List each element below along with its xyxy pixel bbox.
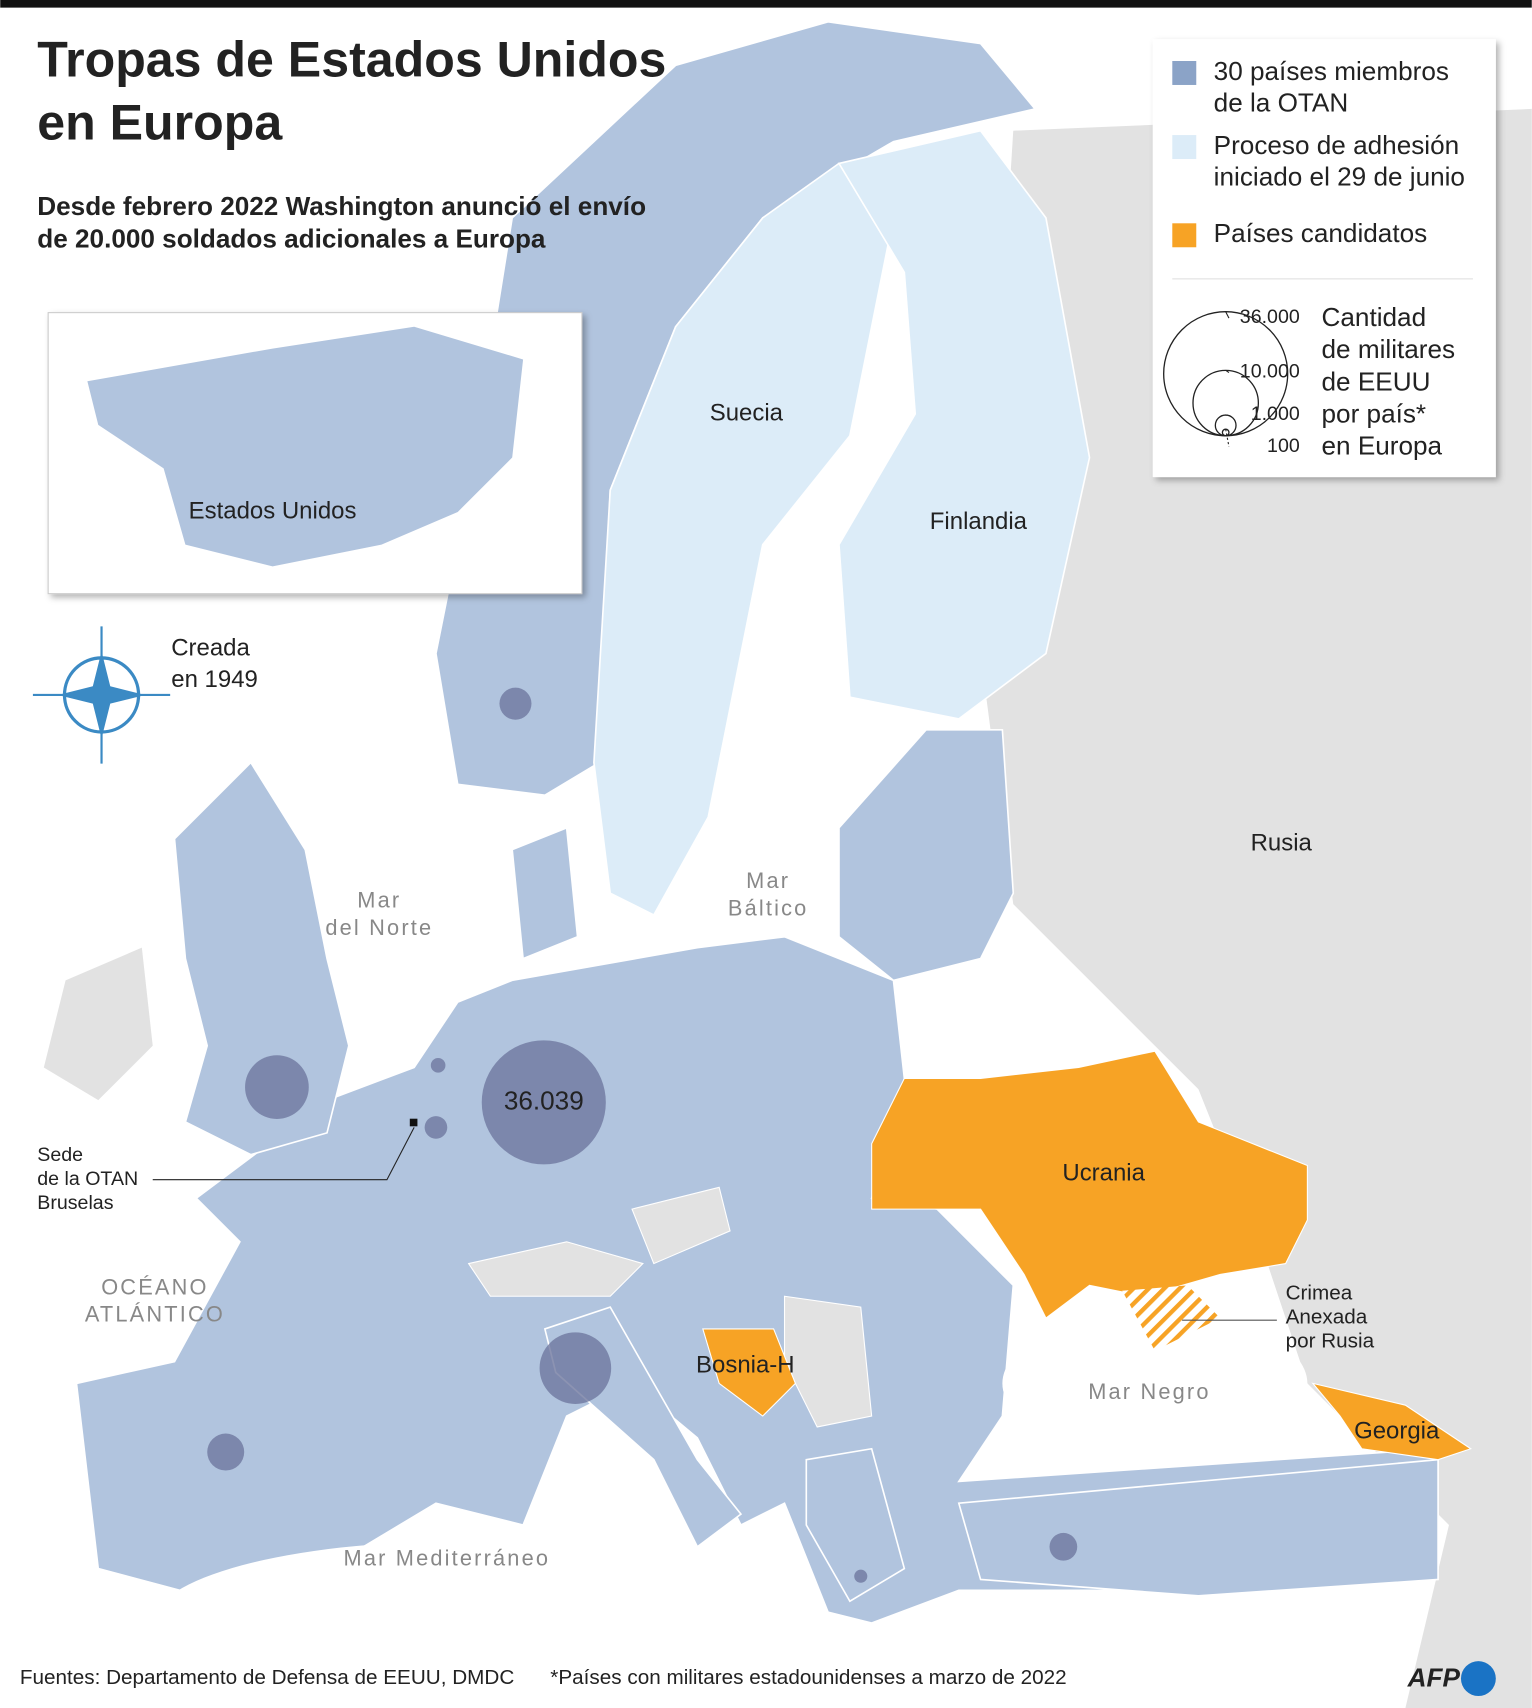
- austria: [631, 1186, 731, 1265]
- crimea-label: Crimea: [1286, 1282, 1353, 1305]
- troop-bubble: [499, 687, 532, 720]
- footer-sources: Fuentes: Departamento de Defensa de EEUU…: [20, 1666, 514, 1689]
- sea-label: del Norte: [325, 915, 433, 940]
- sea-label: Mar Negro: [1088, 1379, 1210, 1404]
- troop-bubble: [854, 1569, 868, 1583]
- greece: [805, 1447, 906, 1603]
- bosnia: [702, 1328, 797, 1417]
- united-kingdom: [173, 761, 350, 1156]
- legend-box: [1152, 39, 1496, 478]
- size-legend-title: de militares: [1322, 334, 1456, 364]
- size-legend-leader: [1225, 429, 1230, 447]
- inset-label: Estados Unidos: [189, 497, 357, 524]
- sea-label: Mar: [357, 888, 401, 913]
- troop-label: 36.039: [504, 1085, 584, 1115]
- sea-label: OCÉANO: [101, 1274, 208, 1299]
- legend-label: iniciado el 29 de junio: [1214, 162, 1465, 192]
- nato-label: Creada: [171, 635, 250, 662]
- sea-label: ATLÁNTICO: [85, 1302, 225, 1327]
- legend-label: Proceso de adhesión: [1214, 130, 1459, 160]
- troop-bubble: [245, 1055, 309, 1119]
- legend-swatch: [1172, 61, 1197, 85]
- hq-leader: [152, 1127, 415, 1181]
- size-legend-leader: [1225, 311, 1230, 319]
- turkey: [957, 1458, 1439, 1597]
- switzerland: [467, 1241, 644, 1297]
- size-legend-title: Cantidad: [1322, 302, 1427, 332]
- footer-note: *Países con militares estadounidenses a …: [550, 1666, 1066, 1689]
- title: Tropas de Estados Unidos: [37, 31, 666, 87]
- legend-label: 30 países miembros: [1214, 56, 1449, 86]
- top-bar: [0, 0, 1532, 8]
- legend-label: de la OTAN: [1214, 87, 1349, 117]
- size-legend-title: en Europa: [1322, 431, 1443, 461]
- russia-land: [980, 108, 1532, 1708]
- nato-label: en 1949: [171, 666, 258, 693]
- troop-bubble: [207, 1433, 245, 1471]
- footer-logo: AFP: [1407, 1663, 1461, 1693]
- legend-swatch: [1172, 223, 1197, 248]
- north-america: [87, 326, 524, 567]
- troop-bubble: [539, 1332, 612, 1404]
- troop-bubble: [481, 1040, 606, 1165]
- subtitle: de 20.000 soldados adicionales a Europa: [37, 224, 546, 254]
- hq-label: Bruselas: [37, 1192, 113, 1214]
- troop-bubble: [430, 1058, 446, 1073]
- troop-bubble: [1049, 1532, 1078, 1561]
- crimea-label: Anexada: [1286, 1306, 1368, 1329]
- troop-bubble: [424, 1116, 448, 1139]
- place-label: Ucrania: [1062, 1160, 1145, 1187]
- ukraine: [871, 1050, 1308, 1319]
- subtitle: Desde febrero 2022 Washington anunció el…: [37, 191, 646, 221]
- crimea-label: por Rusia: [1286, 1329, 1375, 1352]
- hq-marker: [409, 1118, 418, 1127]
- sea-label: Mar Mediterráneo: [344, 1546, 551, 1571]
- logo-circle: [1460, 1661, 1496, 1697]
- serbia: [783, 1295, 873, 1428]
- size-legend-title: por país*: [1322, 398, 1427, 428]
- size-legend-label: 10.000: [1240, 361, 1300, 383]
- size-legend-leader: [1225, 369, 1230, 373]
- legend-label: Países candidatos: [1214, 218, 1428, 248]
- place-label: Rusia: [1251, 830, 1313, 857]
- sea-label: Mar: [746, 868, 790, 893]
- finland: [837, 129, 1091, 720]
- hq-label: de la OTAN: [37, 1168, 138, 1190]
- baltic-states: [838, 729, 1015, 982]
- legend-swatch: [1172, 135, 1197, 160]
- place-label: Georgia: [1354, 1418, 1440, 1445]
- size-legend-label: 1.000: [1251, 403, 1300, 425]
- sea-label: Báltico: [728, 895, 809, 920]
- place-label: Bosnia-H: [696, 1351, 795, 1378]
- nato-compass: [32, 626, 171, 764]
- sweden: [593, 162, 895, 917]
- size-legend-label: 100: [1267, 435, 1300, 457]
- ireland: [43, 947, 153, 1101]
- mediterranean-sea: [152, 1541, 763, 1705]
- place-label: Suecia: [710, 399, 784, 426]
- crimea: [1122, 1285, 1221, 1351]
- size-legend-title: de EEUU: [1322, 366, 1431, 396]
- compass-star: [57, 651, 146, 739]
- denmark: [511, 826, 579, 960]
- place-label: Finlandia: [930, 508, 1028, 535]
- inset: [47, 312, 583, 595]
- black-sea: [1002, 1312, 1308, 1455]
- hq-label: Sede: [37, 1144, 83, 1166]
- title: en Europa: [37, 95, 283, 151]
- georgia: [1311, 1382, 1472, 1461]
- size-legend-label: 36.000: [1240, 306, 1300, 328]
